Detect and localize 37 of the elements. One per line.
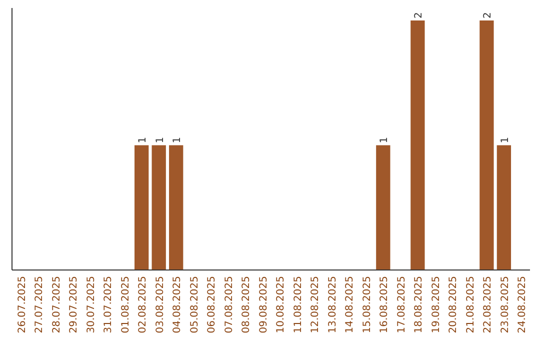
x-tick-label: 06.08.2025 (206, 276, 218, 334)
x-tick-label: 30.07.2025 (86, 276, 97, 334)
data-label: 1 (138, 136, 149, 144)
x-tick-label: 17.08.2025 (396, 276, 408, 334)
data-label: 1 (154, 136, 166, 144)
x-tick-label: 29.07.2025 (68, 276, 80, 334)
x-tick-label: 10.08.2025 (276, 276, 287, 334)
x-tick-label: 19.08.2025 (430, 276, 442, 334)
x-tick-label: 16.08.2025 (379, 276, 390, 334)
x-tick-label: 05.08.2025 (189, 276, 200, 334)
x-tick-label: 03.08.2025 (154, 276, 166, 334)
x-tick-label: 14.08.2025 (344, 276, 356, 334)
x-tick-label: 24.08.2025 (517, 276, 528, 334)
x-tick-label: 26.07.2025 (16, 276, 28, 334)
x-tick-label: 01.08.2025 (120, 276, 132, 334)
x-tick-label: 02.08.2025 (138, 276, 149, 334)
x-tick-label: 20.08.2025 (448, 276, 460, 334)
x-tick-label: 07.08.2025 (224, 276, 235, 334)
x-tick-label: 22.08.2025 (482, 276, 494, 334)
data-label: 2 (414, 12, 425, 18)
x-tick-label: 09.08.2025 (258, 276, 270, 334)
x-tick-label: 15.08.2025 (362, 276, 373, 334)
x-tick-label: 28.07.2025 (51, 276, 62, 334)
x-tick-label: 04.08.2025 (172, 276, 184, 334)
x-tick-label: 27.07.2025 (34, 276, 46, 334)
x-tick-label: 31.07.2025 (103, 276, 114, 334)
data-label: 1 (379, 136, 390, 144)
x-tick-label: 21.08.2025 (465, 276, 476, 334)
x-tick-label: 08.08.2025 (241, 276, 252, 334)
x-tick-label: 12.08.2025 (310, 276, 322, 334)
x-tick-label: 23.08.2025 (500, 276, 511, 334)
data-label: 2 (482, 12, 494, 18)
data-label: 1 (172, 136, 184, 144)
x-tick-label: 13.08.2025 (327, 276, 338, 334)
x-tick-label: 11.08.2025 (292, 276, 304, 334)
x-tick-label: 18.08.2025 (414, 276, 425, 334)
data-label: 1 (500, 136, 511, 144)
